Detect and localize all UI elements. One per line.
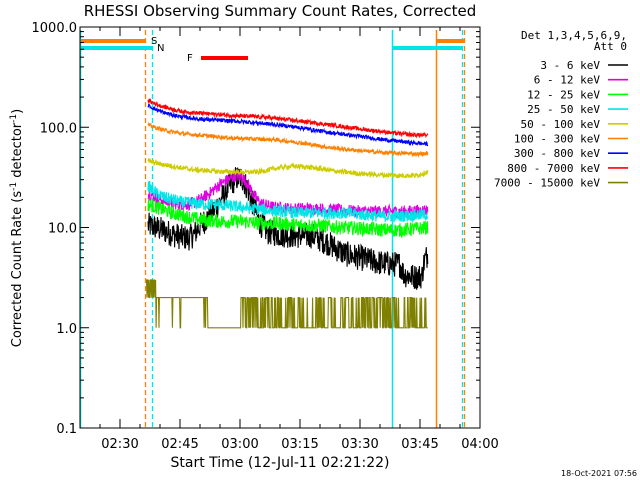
x-tick-label: 03:15 (281, 437, 318, 452)
y-label-sup-2: -1 (9, 114, 19, 123)
legend-label: 6 - 12 keV (534, 74, 601, 87)
y-tick-label: 1000.0 (32, 21, 78, 36)
saa-bar-left (81, 39, 145, 43)
y-tick-label: 10.0 (48, 222, 77, 237)
series-line-8 (147, 98, 429, 139)
y-tick-label: 1.0 (56, 322, 77, 337)
x-tick-label: 04:00 (461, 437, 498, 452)
series-line-5 (147, 157, 429, 179)
legend-header-1: Det 1,3,4,5,6,9, (521, 29, 627, 42)
night-flag-label: N (157, 43, 164, 54)
saa-bar-right (437, 39, 464, 43)
saa-flag-label: S (151, 36, 157, 47)
x-tick-label: 02:30 (101, 437, 138, 452)
y-axis-label: Corrected Count Rate (s-1 detector-1) (9, 109, 25, 347)
legend-label: 7000 - 15000 keV (494, 177, 600, 190)
x-axis-label: Start Time (12-Jul-11 02:21:22) (170, 455, 389, 471)
series-line-7 (147, 103, 429, 147)
x-tick-label: 03:00 (221, 437, 258, 452)
legend-label: 3 - 6 keV (540, 59, 600, 72)
x-tick-label: 02:45 (161, 437, 198, 452)
flare-bar (201, 56, 248, 60)
timestamp: 18-Oct-2021 07:56 (561, 469, 637, 478)
legend-label: 800 - 7000 keV (507, 162, 600, 175)
series-line-3 (147, 199, 429, 239)
legend: Det 1,3,4,5,6,9,Att 0 3 - 6 keV 6 - 12 keV… (494, 29, 628, 190)
chart-title: RHESSI Observing Summary Count Rates, Co… (84, 2, 477, 20)
legend-header-2: Att 0 (594, 40, 627, 53)
y-tick-label: 0.1 (56, 422, 77, 437)
series-line-4 (147, 181, 429, 223)
x-tick-label: 03:45 (401, 437, 438, 452)
series-line-1 (147, 167, 429, 290)
y-label-part-1: Corrected Count Rate (s (10, 191, 25, 348)
y-label-part-3: ) (10, 109, 25, 114)
series-layer (145, 98, 429, 329)
legend-label: 50 - 100 keV (521, 118, 601, 131)
legend-label: 100 - 300 keV (514, 133, 600, 146)
legend-label: 12 - 25 keV (527, 88, 600, 101)
series-line-9 (145, 279, 428, 329)
axes-layer: 0.1 1.0 10.0 100.0 1000.0 02:30 02:45 03:00 03:1… (32, 21, 499, 452)
flag-overlay: S N F (79, 30, 466, 428)
flare-flag-label: F (187, 53, 193, 64)
night-bar-left (81, 46, 152, 50)
y-tick-label: 100.0 (40, 121, 77, 136)
legend-label: 25 - 50 keV (527, 103, 600, 116)
series-line-6 (147, 121, 429, 158)
night-bar-right (393, 46, 463, 50)
x-tick-label: 03:30 (341, 437, 378, 452)
y-label-sup-1: -1 (9, 182, 19, 191)
y-label-part-2: detector (10, 122, 25, 182)
legend-label: 300 - 800 keV (514, 147, 600, 160)
